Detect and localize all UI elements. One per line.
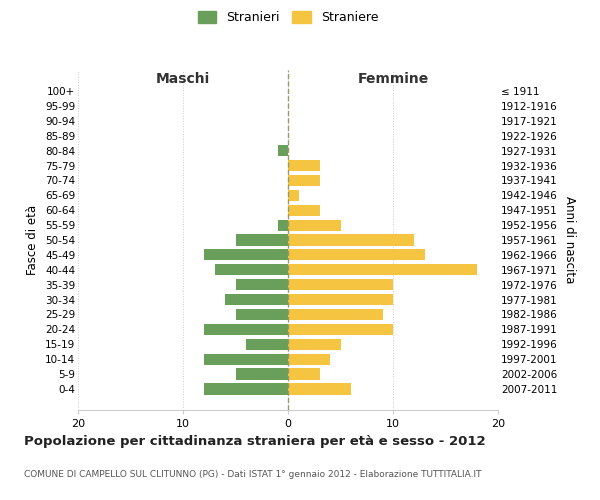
Bar xyxy=(288,160,320,171)
Bar xyxy=(288,354,330,365)
Bar xyxy=(288,234,414,246)
Bar xyxy=(288,368,320,380)
Bar xyxy=(288,384,351,394)
Bar xyxy=(204,384,288,394)
Bar xyxy=(204,324,288,335)
Bar xyxy=(246,338,288,350)
Bar xyxy=(288,190,299,201)
Bar xyxy=(235,279,288,290)
Text: Femmine: Femmine xyxy=(358,72,428,86)
Legend: Stranieri, Straniere: Stranieri, Straniere xyxy=(197,11,379,24)
Bar xyxy=(288,324,393,335)
Bar xyxy=(204,354,288,365)
Y-axis label: Anni di nascita: Anni di nascita xyxy=(563,196,576,284)
Bar xyxy=(288,250,425,260)
Bar xyxy=(288,338,341,350)
Bar xyxy=(277,220,288,230)
Bar xyxy=(277,145,288,156)
Bar xyxy=(225,294,288,305)
Bar xyxy=(288,220,341,230)
Bar xyxy=(235,368,288,380)
Bar xyxy=(215,264,288,276)
Bar xyxy=(288,294,393,305)
Bar xyxy=(288,264,477,276)
Text: COMUNE DI CAMPELLO SUL CLITUNNO (PG) - Dati ISTAT 1° gennaio 2012 - Elaborazione: COMUNE DI CAMPELLO SUL CLITUNNO (PG) - D… xyxy=(24,470,482,479)
Bar xyxy=(288,309,383,320)
Bar xyxy=(204,250,288,260)
Bar xyxy=(288,204,320,216)
Bar xyxy=(288,175,320,186)
Y-axis label: Fasce di età: Fasce di età xyxy=(26,205,40,275)
Bar xyxy=(235,309,288,320)
Bar xyxy=(235,234,288,246)
Text: Popolazione per cittadinanza straniera per età e sesso - 2012: Popolazione per cittadinanza straniera p… xyxy=(24,435,485,448)
Text: Maschi: Maschi xyxy=(156,72,210,86)
Bar xyxy=(288,279,393,290)
